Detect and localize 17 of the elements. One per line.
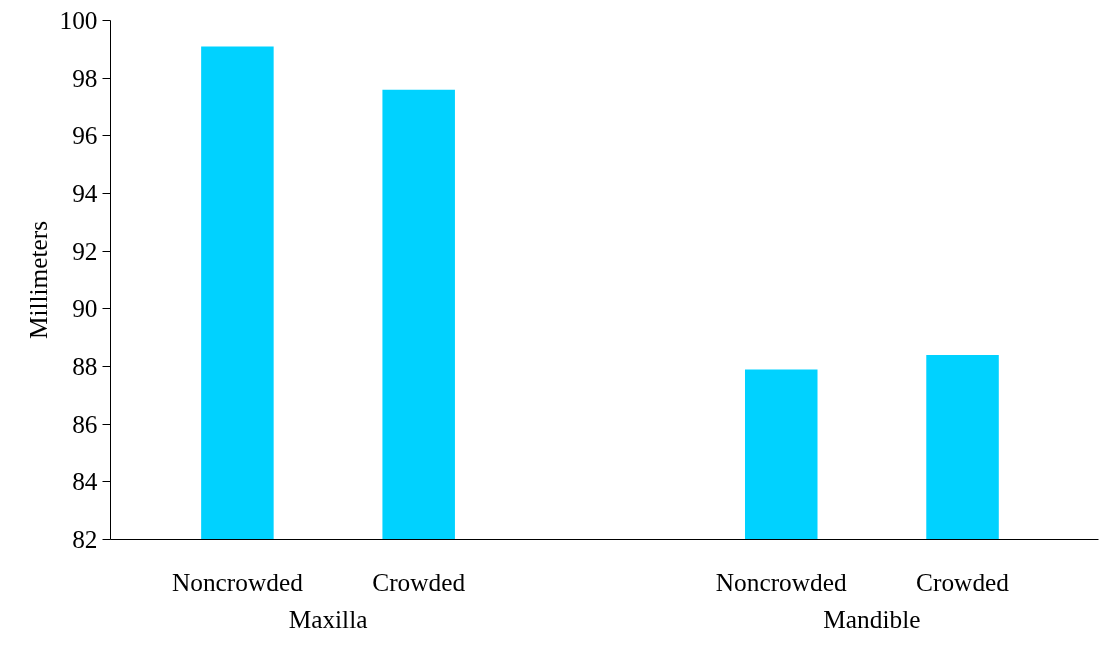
y-tick-label: 96 xyxy=(72,121,98,150)
x-tick-label: Crowded xyxy=(916,567,1010,596)
y-tick-label: 86 xyxy=(72,409,98,438)
y-axis-title: Millimeters xyxy=(23,220,52,340)
y-tick-label: 98 xyxy=(72,63,98,92)
y-tick-label: 94 xyxy=(72,179,98,207)
y-tick-label: 84 xyxy=(72,467,98,496)
x-tick-label: Noncrowded xyxy=(171,567,304,596)
x-tick-label: Crowded xyxy=(372,567,466,596)
text: Mandible xyxy=(823,604,921,633)
y-tick-label: 100 xyxy=(59,6,98,34)
y-tick-label: 92 xyxy=(72,236,98,265)
x-tick-label: Noncrowded xyxy=(715,567,847,596)
y-tick-label: 90 xyxy=(72,294,98,323)
text: Maxilla xyxy=(288,604,368,633)
y-tick-label: 82 xyxy=(72,525,98,553)
y-tick-label: 88 xyxy=(72,352,98,380)
